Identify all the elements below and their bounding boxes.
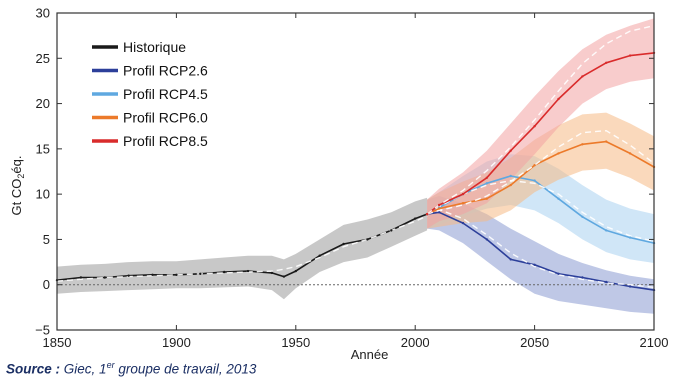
profil-rcp6-0-point <box>557 152 560 155</box>
profil-rcp6-0-point <box>485 197 488 200</box>
profil-rcp6-0-point <box>437 207 441 210</box>
profil-rcp8-5-point <box>557 97 560 101</box>
y-tick-label: 20 <box>36 96 50 111</box>
legend-label-historique: Historique <box>123 39 186 55</box>
y-tick-label: 15 <box>36 141 50 156</box>
y-tick-label: 10 <box>36 187 50 202</box>
y-tick-label: 25 <box>36 51 50 66</box>
historique-point <box>270 271 274 275</box>
x-axis-ticks: 1850 1900 1950 2000 2050 2100 <box>43 13 669 350</box>
historique-point <box>282 275 286 278</box>
historique-point <box>127 274 130 277</box>
profil-rcp8-5-point <box>509 149 512 152</box>
historique-point <box>223 270 226 274</box>
profil-rcp8-5-point <box>425 212 429 216</box>
plot-frame <box>56 12 655 331</box>
y-tick-label: −5 <box>35 323 50 338</box>
legend: Historique Profil RCP2.6 Profil RCP4.5 Prof… <box>92 39 208 149</box>
x-tick-label: 1900 <box>162 335 191 350</box>
profil-rcp4-5-point <box>485 182 488 185</box>
profil-rcp2-6-trend <box>426 208 655 289</box>
y-axis-title-suffix: éq. <box>9 156 24 174</box>
profil-rcp6-0-point <box>533 164 536 167</box>
profil-rcp2-6-point <box>437 211 441 214</box>
source-text-before: Giec, 1 <box>63 361 107 377</box>
profil-rcp6-0-point <box>628 152 632 155</box>
y-tick-label: 30 <box>36 6 50 21</box>
historique-trend <box>56 215 428 282</box>
source-superscript: er <box>106 360 115 370</box>
profil-rcp4-5-point <box>557 197 560 200</box>
profil-rcp8-5-point <box>581 75 584 78</box>
profil-rcp8-5-point <box>461 192 465 196</box>
source-text-after: groupe de travail, 2013 <box>114 361 257 377</box>
historique-point <box>79 276 83 279</box>
series-lines <box>55 25 656 292</box>
source-caption: Source : Giec, 1er groupe de travail, 20… <box>6 360 256 377</box>
profil-rcp8-5-point <box>437 203 441 207</box>
y-tick-label: 0 <box>43 277 50 292</box>
profil-rcp6-0-point <box>461 202 465 205</box>
profil-rcp8-5-point <box>628 54 632 57</box>
y-tick-label: 5 <box>43 232 50 247</box>
legend-label-profil-rcp8-5: Profil RCP8.5 <box>123 133 208 149</box>
profil-rcp4-5-point <box>605 229 608 232</box>
historique-point <box>103 276 107 279</box>
legend-label-profil-rcp6-0: Profil RCP6.0 <box>123 110 208 126</box>
historique-point <box>199 272 202 275</box>
historique-point <box>318 254 321 257</box>
profil-rcp2-6-point <box>509 258 512 261</box>
profil-rcp4-5-point <box>581 215 584 218</box>
y-axis-title-subscript: 2 <box>16 174 26 179</box>
source-label: Source : <box>6 361 61 377</box>
profil-rcp2-6-point <box>628 285 632 288</box>
y-axis-ticks: −5 0 5 10 15 20 25 30 <box>35 6 654 338</box>
profil-rcp6-0-point <box>509 183 512 187</box>
y-axis-title-main: Gt CO <box>9 179 24 216</box>
profil-rcp8-5-point <box>605 61 608 64</box>
historique-point <box>151 273 154 276</box>
x-tick-label: 1850 <box>43 335 72 350</box>
historique-band <box>57 197 428 300</box>
profil-rcp8-5-point <box>533 125 536 128</box>
x-tick-label: 2100 <box>640 335 669 350</box>
historique-point <box>390 229 393 232</box>
x-tick-label: 1950 <box>281 335 310 350</box>
profil-rcp4-5-point <box>509 174 512 178</box>
profil-rcp6-0-point <box>605 140 608 143</box>
profil-rcp8-5-band <box>427 18 654 229</box>
profil-rcp2-6-point <box>485 238 488 241</box>
historique-point <box>342 242 345 246</box>
profil-rcp2-6-point <box>533 263 536 266</box>
legend-label-profil-rcp2-6: Profil RCP2.6 <box>123 63 208 79</box>
historique-point <box>414 217 417 220</box>
x-tick-label: 2000 <box>401 335 430 350</box>
profil-rcp2-6-point <box>461 221 465 225</box>
x-tick-label: 2050 <box>520 335 549 350</box>
historique-point <box>175 273 178 276</box>
historique-point <box>294 269 297 273</box>
profil-rcp2-6-point <box>581 276 584 279</box>
legend-label-profil-rcp4-5: Profil RCP4.5 <box>123 86 208 102</box>
x-axis-title: Année <box>351 347 389 362</box>
profil-rcp4-5-point <box>628 236 632 239</box>
profil-rcp6-0-trend <box>426 129 655 215</box>
profil-rcp4-5-point <box>533 179 536 182</box>
profil-rcp2-6-point <box>605 280 608 284</box>
historique-point <box>246 269 250 273</box>
profil-rcp8-5-trend <box>426 25 655 215</box>
profil-rcp2-6-point <box>557 272 560 275</box>
historique-point <box>366 238 369 241</box>
y-axis-title: Gt CO2éq. <box>9 156 26 216</box>
profil-rcp8-5-point <box>485 176 488 179</box>
profil-rcp6-0-point <box>581 143 584 146</box>
